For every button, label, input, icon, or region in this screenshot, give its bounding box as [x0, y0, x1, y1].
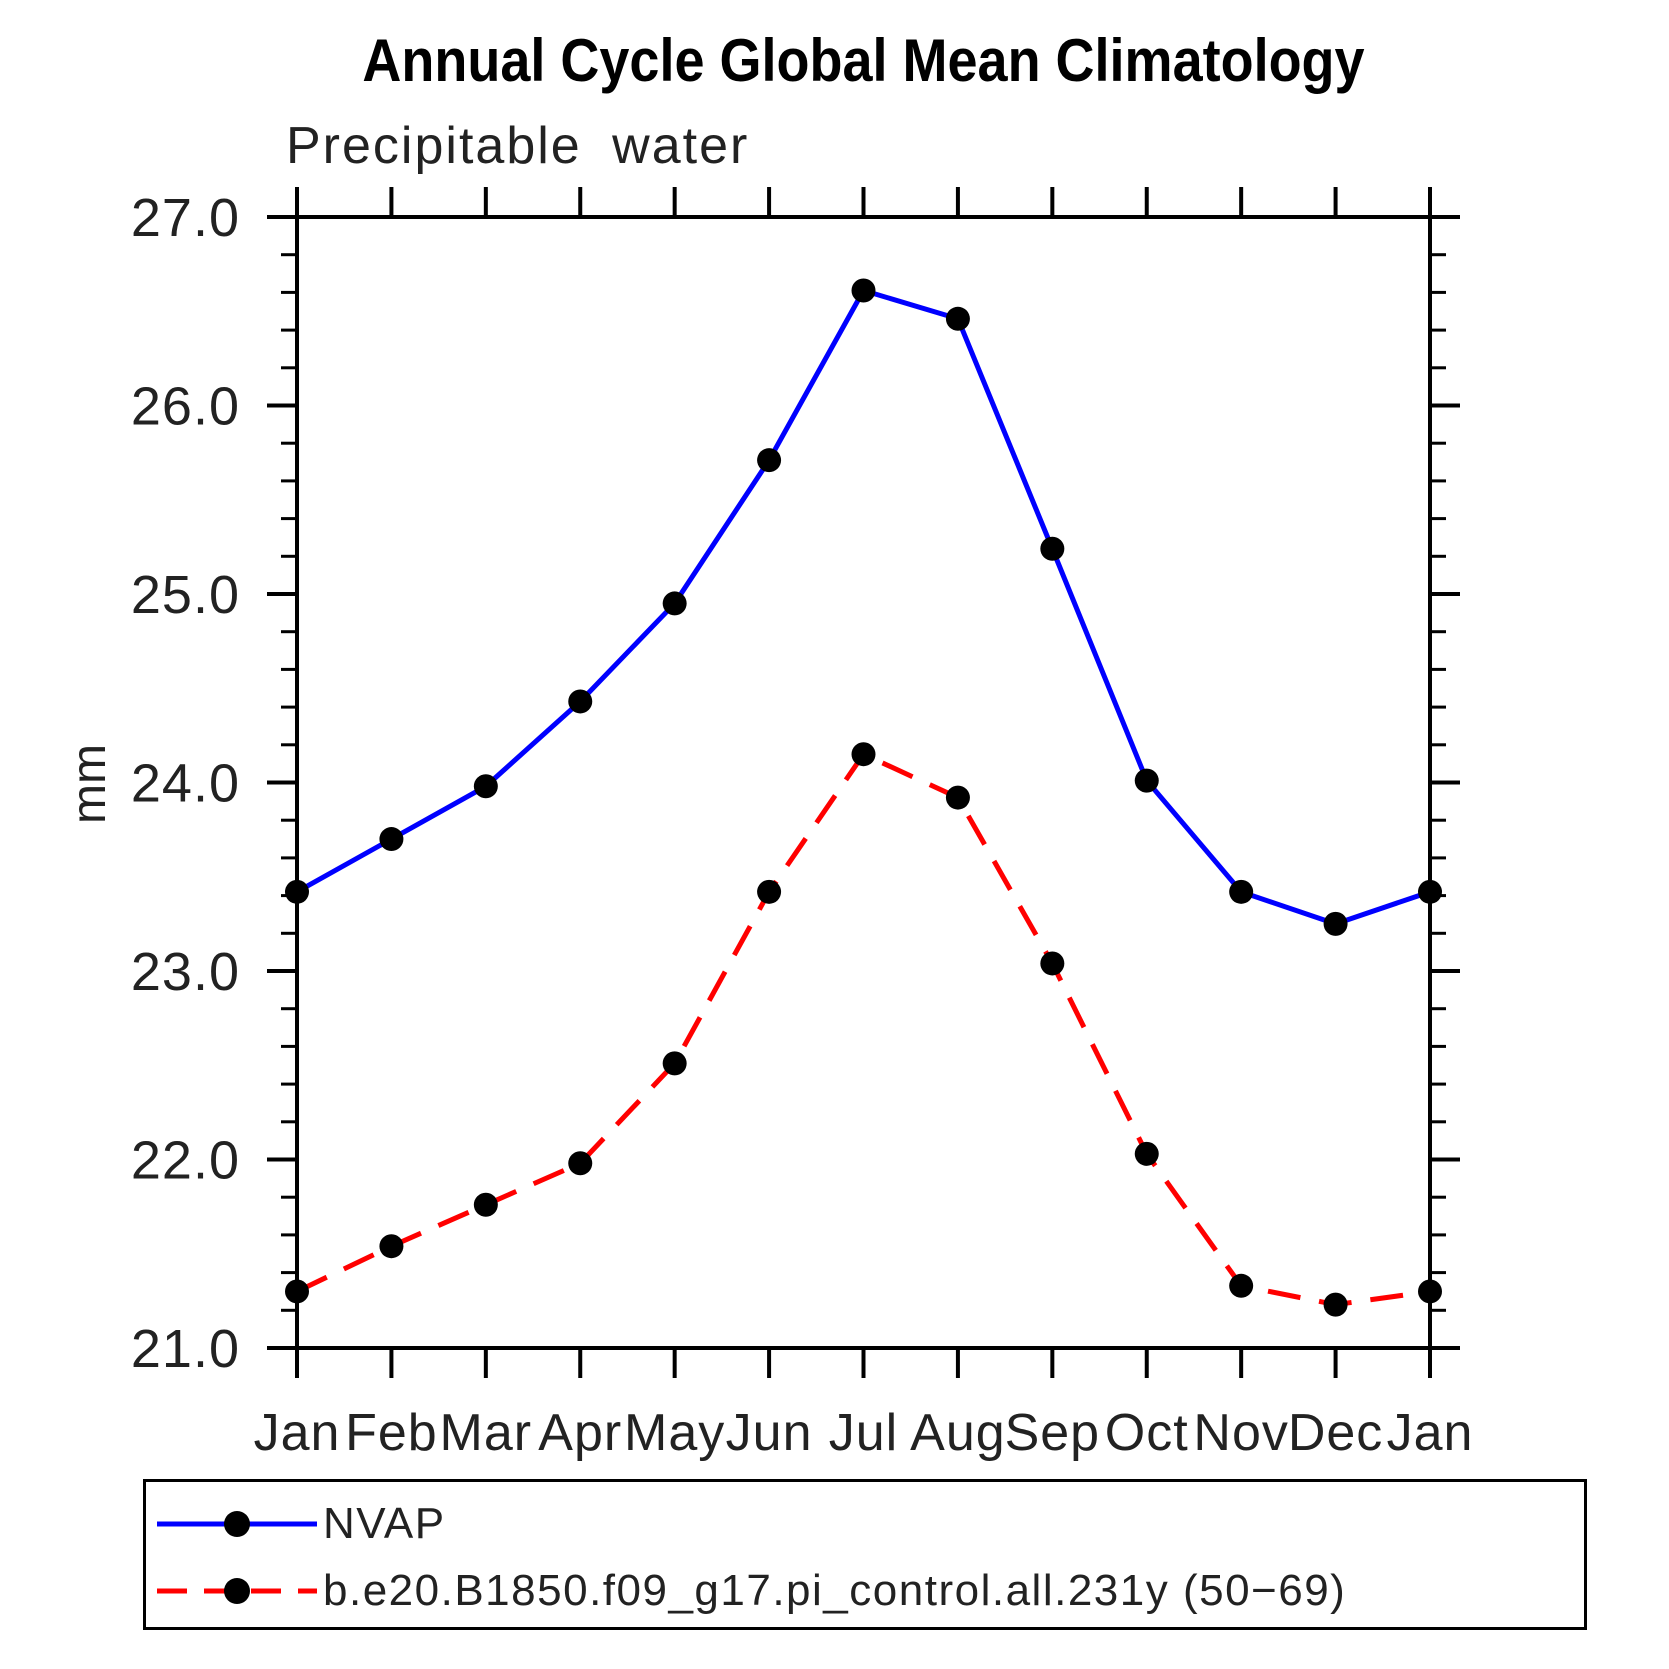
data-point-marker	[945, 785, 970, 810]
y-tick-label: 27.0	[131, 188, 240, 248]
data-point-marker	[757, 448, 782, 473]
data-point-marker	[662, 1051, 687, 1076]
legend-item-model: b.e20.B1850.f09_g17.pi_control.all.231y …	[151, 1566, 1346, 1615]
data-point-marker	[473, 1192, 498, 1217]
x-tick-label: Jul	[829, 1404, 898, 1462]
data-point-marker	[1418, 1279, 1442, 1304]
legend-marker-icon	[224, 1578, 250, 1604]
y-tick-label: 23.0	[131, 942, 240, 1002]
data-point-marker	[568, 689, 593, 714]
legend-marker-icon	[224, 1511, 250, 1537]
data-point-marker	[1040, 536, 1065, 561]
x-tick-label: Nov	[1193, 1404, 1288, 1462]
legend-sample-dashed-line	[157, 1578, 317, 1604]
chart-subtitle: Precipitable water	[286, 117, 750, 175]
plot-frame	[295, 215, 1432, 1350]
data-point-marker	[662, 591, 687, 616]
legend-label-nvap: NVAP	[323, 1499, 446, 1548]
data-point-marker	[945, 306, 970, 331]
data-point-marker	[473, 774, 498, 799]
x-tick-label: Apr	[538, 1404, 622, 1462]
x-tick-label: Dec	[1288, 1404, 1383, 1462]
series-line-1	[295, 751, 1431, 1308]
y-tick-label: 21.0	[131, 1319, 240, 1379]
data-point-marker	[1323, 911, 1348, 936]
data-point-marker	[1418, 879, 1442, 904]
legend-sample-solid-line	[157, 1511, 317, 1537]
data-point-marker	[851, 742, 876, 767]
x-tick-label: Jan	[1387, 1404, 1474, 1462]
data-point-marker	[568, 1151, 593, 1176]
x-tick-label: Feb	[345, 1404, 438, 1462]
data-point-marker	[1040, 951, 1065, 976]
data-point-marker	[285, 879, 309, 904]
x-tick-label: Mar	[440, 1404, 533, 1462]
x-tick-label: Sep	[1005, 1404, 1101, 1462]
data-point-marker	[757, 879, 782, 904]
y-tick-label: 24.0	[131, 754, 240, 814]
chart-title: Annual Cycle Global Mean Climatology	[362, 27, 1365, 94]
legend-label-model: b.e20.B1850.f09_g17.pi_control.all.231y …	[323, 1566, 1347, 1615]
series-line-0	[295, 287, 1431, 927]
data-point-marker	[1134, 1141, 1159, 1166]
x-tick-label: May	[624, 1404, 725, 1462]
x-tick-label: Aug	[910, 1404, 1006, 1462]
y-tick-label: 22.0	[131, 1131, 240, 1191]
legend-box: NVAP b.e20.B1850.f09_g17.pi_control.all.…	[143, 1479, 1587, 1630]
data-point-marker	[285, 1279, 309, 1304]
x-tick-label: Jun	[726, 1404, 813, 1462]
data-point-marker	[1323, 1292, 1348, 1317]
x-tick-label: Jan	[254, 1404, 341, 1462]
data-point-marker	[1229, 1273, 1254, 1298]
y-tick-label: 25.0	[131, 565, 240, 625]
data-point-marker	[1134, 768, 1159, 793]
data-point-marker	[1229, 879, 1254, 904]
y-tick-label: 26.0	[131, 377, 240, 437]
data-point-marker	[379, 1234, 404, 1259]
data-point-marker	[379, 827, 404, 852]
x-tick-label: Oct	[1105, 1404, 1189, 1462]
data-point-marker	[851, 278, 876, 303]
legend-item-nvap: NVAP	[151, 1499, 446, 1548]
